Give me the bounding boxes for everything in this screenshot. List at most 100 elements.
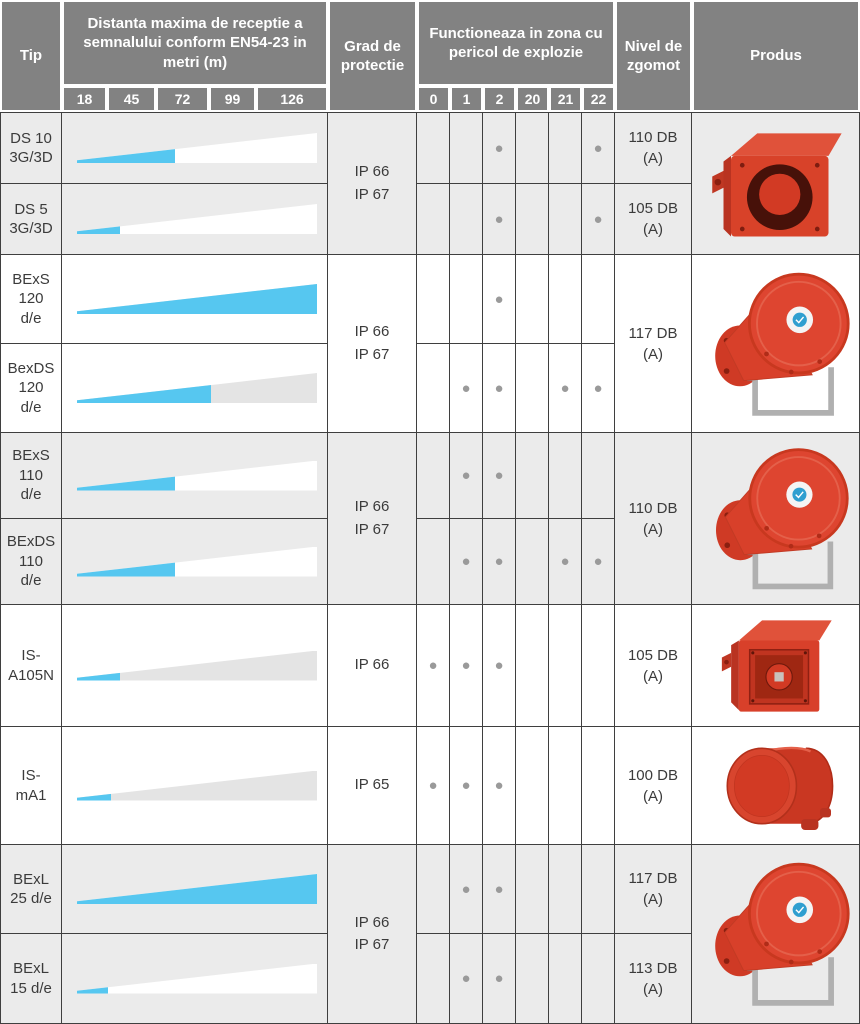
zone-cell: ● [417, 605, 450, 727]
zone-cell [516, 112, 549, 184]
zone-cell: ● [582, 184, 615, 255]
zone-dot: ● [461, 970, 471, 987]
zone-dot: ● [461, 880, 471, 898]
zone-cell: ● [582, 519, 615, 605]
zone-cell [549, 605, 582, 727]
zone-cell [582, 255, 615, 344]
noise-level: 105 DB (A) [615, 184, 692, 255]
distance-wedge [77, 874, 317, 904]
distance-scale-label: 72 [156, 86, 209, 112]
row-tip-label: DS 10 3G/3D [0, 112, 62, 184]
zone-cell [417, 845, 450, 934]
header-protection: Grad de protectie [328, 0, 417, 112]
product-image-cell [692, 727, 860, 845]
distance-scale-label: 99 [209, 86, 256, 112]
zone-dot: ● [494, 657, 504, 674]
row-tip-label: BExDS 110 d/e [0, 519, 62, 605]
zone-dot: ● [494, 467, 504, 484]
zone-dot: ● [461, 467, 471, 484]
zone-dot: ● [560, 379, 570, 397]
zone-cell [417, 255, 450, 344]
zone-cell [417, 433, 450, 519]
zone-cell [549, 934, 582, 1024]
distance-wedge-cell [62, 344, 328, 433]
zone-cell [582, 727, 615, 845]
zone-number-label: 0 [417, 86, 450, 112]
distance-wedge-cell [62, 845, 328, 934]
zone-cell [549, 112, 582, 184]
row-tip-label: BExS 110 d/e [0, 433, 62, 519]
zone-cell [582, 433, 615, 519]
zone-dot: ● [494, 210, 504, 228]
distance-wedge-fill [77, 204, 121, 234]
header-noise: Nivel de zgomot [615, 0, 692, 112]
zone-cell: ● [483, 934, 516, 1024]
distance-scale-label: 18 [62, 86, 107, 112]
zone-number-label: 2 [483, 86, 516, 112]
zone-dot: ● [461, 657, 471, 674]
zone-dot: ● [494, 139, 504, 157]
zone-cell [450, 112, 483, 184]
zone-cell: ● [450, 605, 483, 727]
zone-dot: ● [494, 777, 504, 794]
distance-wedge [77, 963, 317, 994]
noise-level: 117 DB (A) [615, 845, 692, 934]
row-tip-label: BexDS 120 d/e [0, 344, 62, 433]
zone-dot: ● [461, 379, 471, 397]
cube-sounder-image [701, 118, 851, 250]
zone-dot: ● [593, 210, 603, 228]
protection-rating: IP 65 [328, 727, 417, 845]
zone-cell [516, 344, 549, 433]
zone-cell: ● [417, 727, 450, 845]
distance-wedge-cell [62, 112, 328, 184]
distance-wedge-cell [62, 433, 328, 519]
distance-wedge-fill [77, 284, 317, 314]
zone-dot: ● [428, 657, 438, 674]
zone-cell: ● [450, 519, 483, 605]
protection-rating: IP 66 [328, 605, 417, 727]
zone-cell [516, 184, 549, 255]
distance-wedge-cell [62, 934, 328, 1024]
distance-wedge-fill [77, 650, 121, 681]
zone-cell: ● [450, 845, 483, 934]
zone-cell [516, 934, 549, 1024]
noise-level: 110 DB (A) [615, 433, 692, 605]
distance-wedge-fill [77, 770, 111, 801]
distance-wedge-fill [77, 874, 317, 904]
distance-wedge [77, 650, 317, 681]
zone-cell [516, 255, 549, 344]
distance-wedge [77, 284, 317, 314]
zone-cell [417, 184, 450, 255]
zone-cell: ● [483, 255, 516, 344]
distance-wedge-fill [77, 133, 176, 163]
product-image-cell [692, 112, 860, 255]
zone-cell [549, 845, 582, 934]
horn-sounder-image [700, 259, 852, 429]
product-image-cell [692, 845, 860, 1024]
zone-cell [516, 727, 549, 845]
horn-sounder-image [700, 849, 852, 1019]
zone-cell [582, 605, 615, 727]
zone-cell: ● [483, 344, 516, 433]
noise-level: 117 DB (A) [615, 255, 692, 433]
zone-cell [582, 845, 615, 934]
distance-wedge [77, 460, 317, 491]
protection-rating: IP 66 IP 67 [328, 845, 417, 1024]
distance-wedge [77, 204, 317, 234]
distance-scale-label: 45 [107, 86, 156, 112]
zone-number-label: 21 [549, 86, 582, 112]
row-tip-label: IS-mA1 [0, 727, 62, 845]
row-tip-label: DS 5 3G/3D [0, 184, 62, 255]
zone-cell: ● [450, 934, 483, 1024]
distance-wedge [77, 373, 317, 403]
header-distance: Distanta maxima de receptie a semnalului… [62, 0, 328, 86]
product-image-cell [692, 433, 860, 605]
zone-cell [516, 433, 549, 519]
zone-cell [516, 519, 549, 605]
zone-dot: ● [494, 880, 504, 898]
zone-cell [549, 255, 582, 344]
noise-level: 105 DB (A) [615, 605, 692, 727]
distance-wedge-cell [62, 184, 328, 255]
zone-cell [549, 727, 582, 845]
